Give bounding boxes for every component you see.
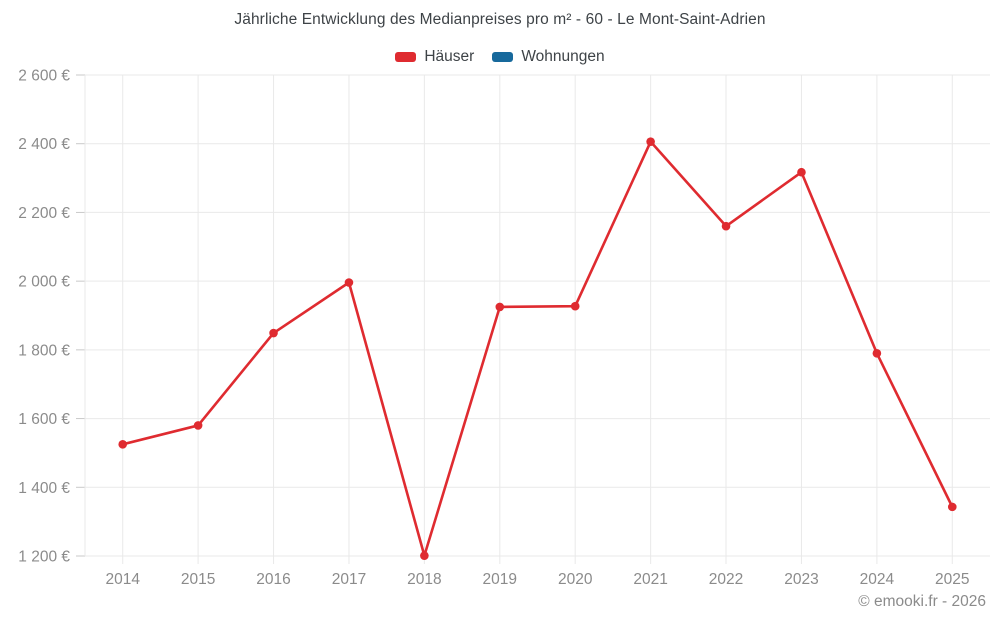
chart-title: Jährliche Entwicklung des Medianpreises … bbox=[234, 11, 766, 28]
y-axis-label: 2 200 € bbox=[18, 205, 70, 222]
x-axis-label: 2014 bbox=[105, 571, 140, 588]
legend-label-wohnungen: Wohnungen bbox=[521, 48, 605, 65]
series-line-häuser bbox=[121, 140, 954, 557]
data-point-2015[interactable] bbox=[193, 421, 203, 430]
y-axis-label: 1 400 € bbox=[18, 480, 70, 497]
data-point-2024[interactable] bbox=[872, 348, 882, 358]
legend-item-wohnungen[interactable]: Wohnungen bbox=[492, 48, 605, 66]
x-axis-label: 2018 bbox=[407, 571, 441, 588]
x-axis-label: 2020 bbox=[558, 571, 593, 588]
y-axis-label: 2 600 € bbox=[18, 68, 70, 85]
copyright-credit: © emooki.fr - 2026 bbox=[858, 593, 986, 610]
haeuser-series-swatch-icon bbox=[395, 52, 417, 62]
legend-item-haeuser[interactable]: Häuser bbox=[395, 48, 474, 66]
data-point-2017[interactable] bbox=[344, 278, 354, 287]
y-axis-label: 2 400 € bbox=[18, 136, 70, 153]
data-point-2019[interactable] bbox=[495, 302, 505, 312]
data-point-2016[interactable] bbox=[269, 328, 278, 338]
data-point-2022[interactable] bbox=[721, 221, 731, 231]
data-point-2014[interactable] bbox=[118, 440, 128, 449]
y-axis-label: 2 000 € bbox=[18, 274, 70, 291]
x-axis-label: 2019 bbox=[483, 571, 517, 588]
y-axis-label: 1 200 € bbox=[18, 549, 70, 566]
x-axis-label: 2015 bbox=[181, 571, 215, 588]
y-axis-label: 1 800 € bbox=[18, 342, 70, 359]
data-point-2018[interactable] bbox=[420, 551, 429, 560]
data-point-2020[interactable] bbox=[570, 301, 580, 311]
x-axis-label: 2017 bbox=[332, 571, 366, 588]
legend-label-haeuser: Häuser bbox=[424, 48, 475, 65]
x-axis-label: 2024 bbox=[860, 571, 895, 588]
x-axis-label: 2023 bbox=[784, 571, 818, 588]
chart-legend: Häuser Wohnungen bbox=[0, 46, 1000, 68]
data-point-2023[interactable] bbox=[797, 167, 806, 177]
data-point-2021[interactable] bbox=[646, 137, 655, 146]
y-axis-label: 1 600 € bbox=[18, 411, 70, 428]
data-point-2025[interactable] bbox=[947, 502, 957, 512]
x-axis-label: 2022 bbox=[709, 571, 743, 588]
wohnungen-series-swatch-icon bbox=[492, 52, 514, 62]
x-axis-label: 2016 bbox=[256, 571, 290, 588]
x-axis-label: 2025 bbox=[935, 571, 969, 588]
x-axis-label: 2021 bbox=[633, 571, 667, 588]
